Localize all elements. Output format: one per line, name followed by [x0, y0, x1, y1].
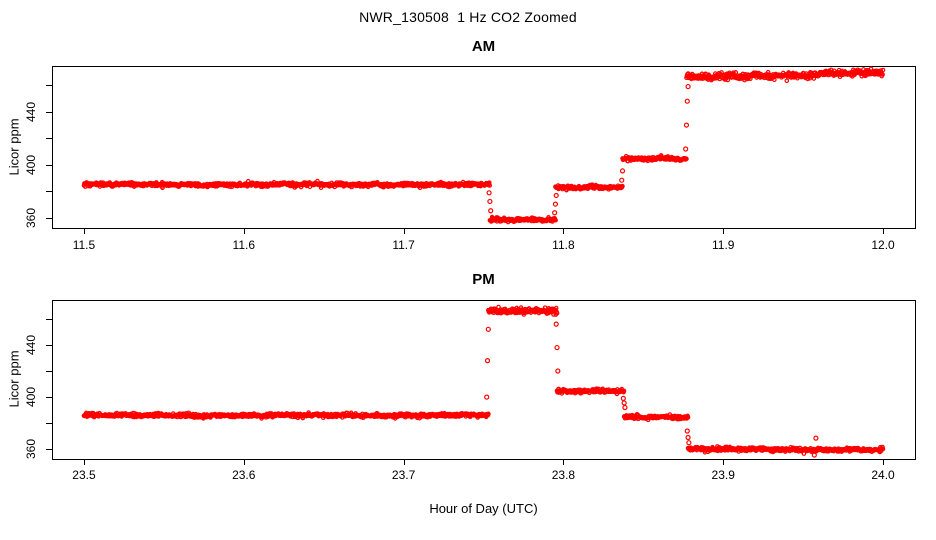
x-axis-label: Hour of Day (UTC) [429, 501, 538, 516]
am-y-axis-label: Licor ppm [6, 118, 22, 176]
figure-title: NWR_130508 1 Hz CO2 Zoomed [359, 9, 577, 25]
am-panel-title: AM [471, 38, 496, 55]
pm-panel-title: PM [472, 271, 495, 288]
pm-y-axis-label: Licor ppm [6, 350, 22, 408]
